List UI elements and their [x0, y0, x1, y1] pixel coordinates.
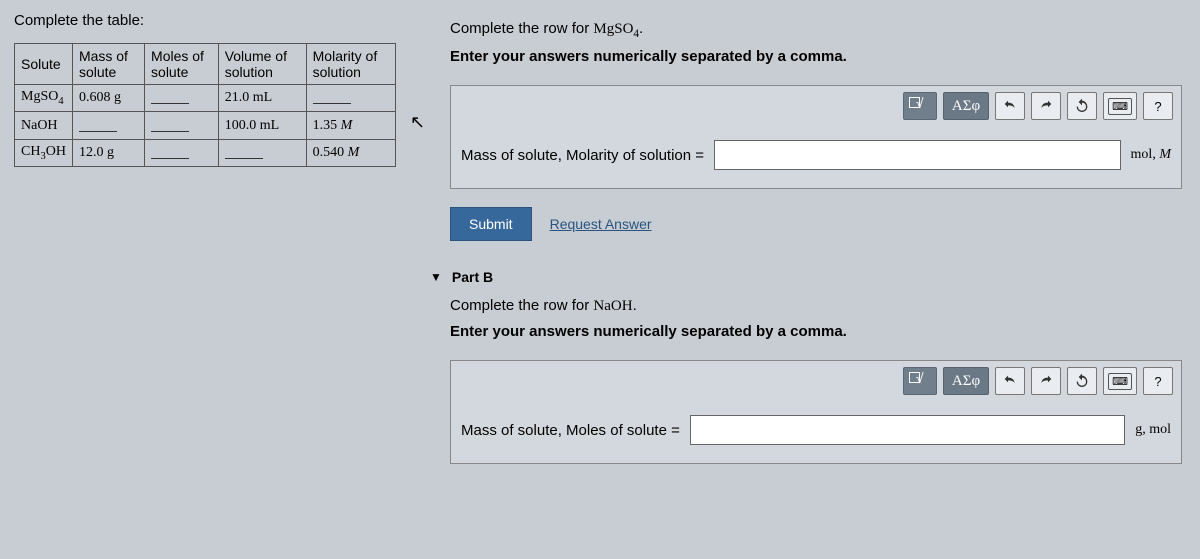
parta-units: mol, M — [1131, 147, 1171, 163]
reset-icon — [1074, 373, 1090, 389]
cell-volume: 21.0 mL — [218, 85, 306, 112]
cell-moles — [145, 112, 219, 139]
answer-panel: ↖ Complete the row for MgSO4. Enter your… — [410, 0, 1200, 559]
parta-answer-box: ΑΣφ ⌨ ? Mass of solute, Molarity of solu… — [450, 85, 1182, 189]
request-answer-link[interactable]: Request Answer — [550, 216, 652, 232]
partb-answer-box: ΑΣφ ⌨ ? Mass of solute, Moles of solute … — [450, 360, 1182, 464]
cell-solute: MgSO4 — [15, 85, 73, 112]
undo-icon — [1002, 373, 1018, 389]
templates-button[interactable] — [903, 367, 937, 395]
submit-button[interactable]: Submit — [450, 207, 532, 241]
cell-solute: CH3OH — [15, 139, 73, 166]
col-moles: Moles of solute — [145, 44, 219, 85]
cell-volume: 100.0 mL — [218, 112, 306, 139]
cell-mass: 12.0 g — [72, 139, 144, 166]
redo-button[interactable] — [1031, 367, 1061, 395]
keyboard-button[interactable]: ⌨ — [1103, 92, 1137, 120]
table-row: NaOH 100.0 mL 1.35 M — [15, 112, 396, 139]
redo-icon — [1038, 98, 1054, 114]
cell-solute: NaOH — [15, 112, 73, 139]
cell-molarity: 1.35 M — [306, 112, 395, 139]
redo-icon — [1038, 373, 1054, 389]
question-panel: Complete the table: Solute Mass of solut… — [0, 0, 410, 559]
keyboard-icon: ⌨ — [1108, 98, 1132, 115]
partb-subtext: Enter your answers numerically separated… — [450, 323, 1182, 340]
cell-moles — [145, 85, 219, 112]
table-instruction: Complete the table: — [14, 12, 396, 29]
parta-answer-input[interactable] — [714, 140, 1121, 170]
partb-header[interactable]: ▼ Part B — [430, 269, 1182, 285]
undo-icon — [1002, 98, 1018, 114]
answer-toolbar: ΑΣφ ⌨ ? — [451, 86, 1181, 126]
solute-table: Solute Mass of solute Moles of solute Vo… — [14, 43, 396, 167]
parta-actions: Submit Request Answer — [450, 207, 1182, 241]
undo-button[interactable] — [995, 92, 1025, 120]
caret-down-icon: ▼ — [430, 270, 442, 284]
keyboard-icon: ⌨ — [1108, 373, 1132, 390]
partb-units: g, mol — [1135, 422, 1171, 438]
cell-molarity — [306, 85, 395, 112]
help-button[interactable]: ? — [1143, 92, 1173, 120]
table-row: CH3OH 12.0 g 0.540 M — [15, 139, 396, 166]
keyboard-button[interactable]: ⌨ — [1103, 367, 1137, 395]
col-mass: Mass of solute — [72, 44, 144, 85]
greek-symbols-button[interactable]: ΑΣφ — [943, 92, 989, 120]
cell-mass: 0.608 g — [72, 85, 144, 112]
cell-mass — [72, 112, 144, 139]
parta-input-label: Mass of solute, Molarity of solution = — [461, 147, 704, 164]
col-molarity: Molarity of solution — [306, 44, 395, 85]
templates-button[interactable] — [903, 92, 937, 120]
redo-button[interactable] — [1031, 92, 1061, 120]
undo-button[interactable] — [995, 367, 1025, 395]
answer-toolbar: ΑΣφ ⌨ ? — [451, 361, 1181, 401]
table-row: MgSO4 0.608 g 21.0 mL — [15, 85, 396, 112]
partb-heading: Complete the row for NaOH. — [450, 297, 1182, 315]
cell-molarity: 0.540 M — [306, 139, 395, 166]
partb-label: Part B — [452, 269, 493, 285]
parta-heading: Complete the row for MgSO4. — [450, 20, 1182, 40]
col-volume: Volume of solution — [218, 44, 306, 85]
parta-subtext: Enter your answers numerically separated… — [450, 48, 1182, 65]
cell-moles — [145, 139, 219, 166]
reset-icon — [1074, 98, 1090, 114]
cell-volume — [218, 139, 306, 166]
partb-answer-input[interactable] — [690, 415, 1125, 445]
partb-input-label: Mass of solute, Moles of solute = — [461, 422, 680, 439]
col-solute: Solute — [15, 44, 73, 85]
cursor-icon: ↖ — [410, 112, 425, 133]
reset-button[interactable] — [1067, 367, 1097, 395]
reset-button[interactable] — [1067, 92, 1097, 120]
greek-symbols-button[interactable]: ΑΣφ — [943, 367, 989, 395]
help-button[interactable]: ? — [1143, 367, 1173, 395]
